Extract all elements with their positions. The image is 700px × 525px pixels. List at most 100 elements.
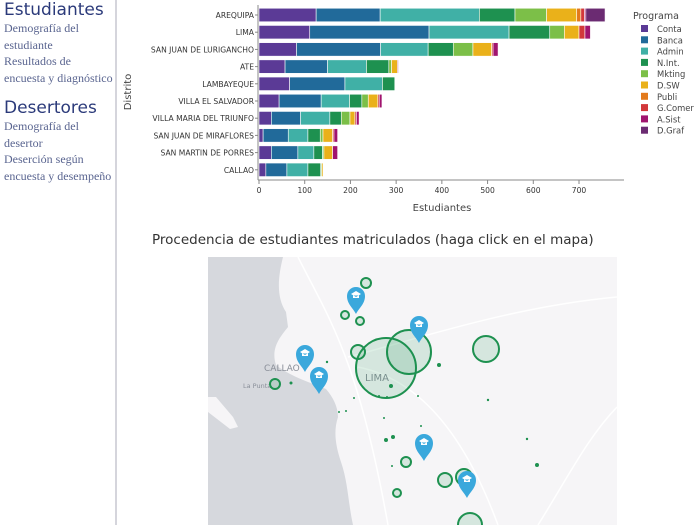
bar-segment[interactable] [367,93,379,109]
legend-label[interactable]: D.SW [657,81,680,91]
district-circle[interactable] [417,395,419,397]
bar-segment[interactable] [297,145,315,160]
bar-segment[interactable] [585,7,606,23]
bar-segment[interactable] [382,76,396,91]
bar-segment[interactable] [361,93,369,109]
district-circle[interactable] [389,384,393,388]
link-resultados-encuesta[interactable]: Resultados de encuesta y diagnóstico [4,54,113,85]
legend-label[interactable]: Mkting [657,69,685,79]
bar-segment[interactable] [428,25,510,40]
school-marker[interactable] [415,434,433,461]
district-circle[interactable] [391,435,395,439]
bar-segment[interactable] [549,25,565,40]
bar-segment[interactable] [514,7,547,23]
bar-segment[interactable] [313,145,323,160]
bar-segment[interactable] [340,111,351,126]
school-marker[interactable] [347,287,365,314]
bar-segment[interactable] [315,7,381,23]
district-circle[interactable] [325,360,329,364]
map[interactable]: CALLAO LIMA La Punta [208,257,617,525]
bar-segment[interactable] [319,128,324,143]
bar-segment[interactable] [309,25,430,40]
district-circle[interactable] [353,397,355,399]
bar-segment[interactable] [320,93,350,109]
district-circle[interactable] [391,465,393,467]
bar-segment[interactable] [388,59,392,74]
bar-segment[interactable] [271,145,299,160]
school-marker[interactable] [296,345,314,372]
district-circle[interactable] [345,410,347,412]
district-circle[interactable] [525,437,529,441]
district-circle[interactable] [269,378,281,390]
bar-segment[interactable] [258,145,272,160]
legend-label[interactable]: N.Int. [657,58,680,68]
link-demografia-estudiante[interactable]: Demografía del estudiante [4,21,79,52]
link-desercion-encuesta[interactable]: Deserción según encuesta y desempeño [4,152,112,183]
bar-segment[interactable] [258,93,280,109]
bar-segment[interactable] [307,162,322,177]
bar-segment[interactable] [333,128,338,143]
bar-segment[interactable] [258,25,311,40]
bar-segment[interactable] [278,93,322,109]
bar-segment[interactable] [492,42,499,57]
district-circle[interactable] [383,417,385,419]
bar-segment[interactable] [329,111,342,126]
bar-segment[interactable] [576,7,582,23]
district-circle[interactable] [355,316,365,326]
bar-segment[interactable] [323,145,333,160]
district-circle[interactable] [437,363,441,367]
bar-segment[interactable] [286,162,309,177]
bar-segment[interactable] [258,42,297,57]
bar-segment[interactable] [258,59,286,74]
legend-label[interactable]: A.Sist [657,114,681,124]
bar-segment[interactable] [322,128,333,143]
school-marker[interactable] [458,471,476,498]
bar-segment[interactable] [344,76,383,91]
school-marker[interactable] [310,367,328,394]
district-circle[interactable] [457,512,483,525]
legend-label[interactable]: Publi [657,92,677,102]
legend-label[interactable]: Conta [657,24,682,34]
legend-label[interactable]: G.Comer [657,103,694,113]
bar-segment[interactable] [452,42,474,57]
district-circle[interactable] [338,411,340,413]
bar-segment[interactable] [508,25,551,40]
district-circle[interactable] [355,337,417,399]
bar-segment[interactable] [391,59,398,74]
district-circle[interactable] [392,488,402,498]
bar-segment[interactable] [327,59,367,74]
legend-label[interactable]: Admin [657,47,684,57]
bar-segment[interactable] [580,7,585,23]
district-circle[interactable] [386,396,388,398]
bar-segment[interactable] [258,76,290,91]
bar-segment[interactable] [296,42,381,57]
bar-segment[interactable] [289,76,346,91]
bar-segment[interactable] [578,25,586,40]
bar-segment[interactable] [262,128,289,143]
district-circle[interactable] [400,456,412,468]
bar-segment[interactable] [479,7,516,23]
district-circle[interactable] [289,381,293,385]
bar-segment[interactable] [258,111,272,126]
district-circle[interactable] [360,277,372,289]
bar-segment[interactable] [349,111,356,126]
bar-segment[interactable] [321,162,324,177]
bar-segment[interactable] [397,59,399,74]
bar-segment[interactable] [546,7,578,23]
bar-segment[interactable] [378,93,383,109]
bar-segment[interactable] [356,111,360,126]
district-circle[interactable] [420,425,422,427]
bar-segment[interactable] [349,93,363,109]
district-circle[interactable] [486,398,490,402]
legend-label[interactable]: Banca [657,35,683,45]
district-circle[interactable] [472,335,500,363]
bar-segment[interactable] [265,162,288,177]
bar-segment[interactable] [287,128,309,143]
bar-segment[interactable] [307,128,321,143]
bar-segment[interactable] [271,111,301,126]
school-marker[interactable] [410,316,428,343]
district-circle[interactable] [535,463,539,467]
bar-segment[interactable] [284,59,328,74]
bar-segment[interactable] [300,111,331,126]
bar-segment[interactable] [427,42,454,57]
